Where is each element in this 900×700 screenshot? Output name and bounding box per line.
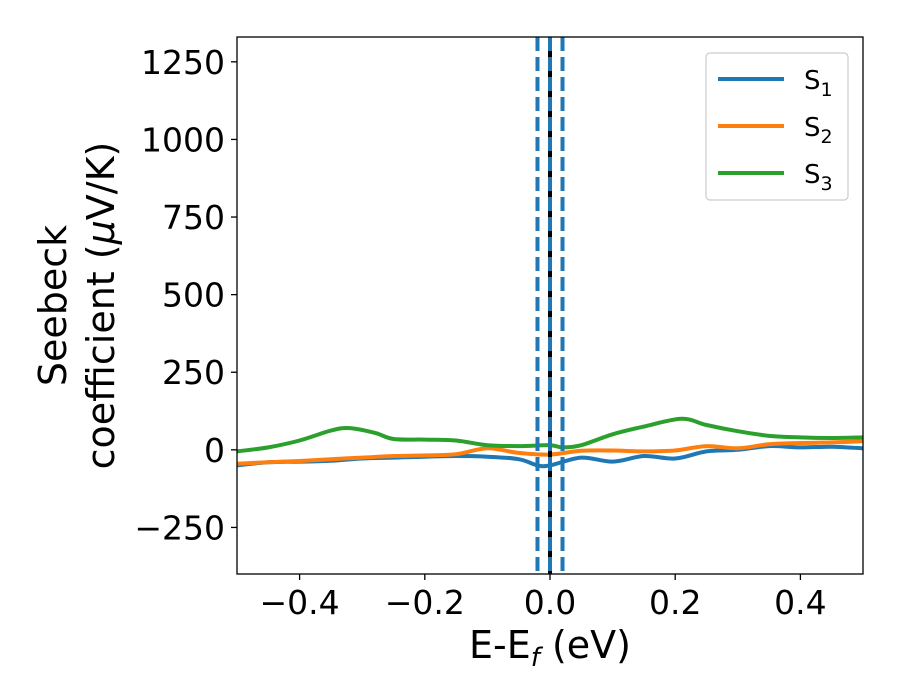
x-tick-label: 0.2 [649,583,701,622]
legend-items: S1 S2 S3 [718,66,833,195]
y-ticks: −250 0 250 500 750 1000 1250 [134,43,237,547]
y-tick-label: 750 [162,198,225,237]
vline-layer [535,37,565,574]
y-tick-label: −250 [134,508,225,547]
y-tick-label: 500 [162,276,225,315]
x-tick-label: 0.0 [524,583,576,622]
x-tick-label: 0.4 [774,583,826,622]
y-tick-label: 0 [204,431,225,470]
x-axis-label: E-Ef (eV) [469,623,631,673]
legend-label-s1: S1 [804,66,833,101]
x-tick-label: −0.2 [385,583,465,622]
y-tick-label: 1000 [141,120,225,159]
y-axis-label-line2: coefficient (μV/K) [79,142,123,470]
y-axis-label-line1: Seebeck [31,225,75,386]
y-tick-label: 250 [162,353,225,392]
y-tick-label: 1250 [141,43,225,82]
legend-label-s3: S3 [804,160,833,195]
y-axis-label: Seebeck coefficient (μV/K) [31,142,123,470]
legend-label-s2: S2 [804,113,833,148]
legend: S1 S2 S3 [705,52,849,201]
x-tick-label: −0.4 [260,583,340,622]
x-ticks: −0.4 −0.2 0.0 0.2 0.4 [260,574,827,622]
